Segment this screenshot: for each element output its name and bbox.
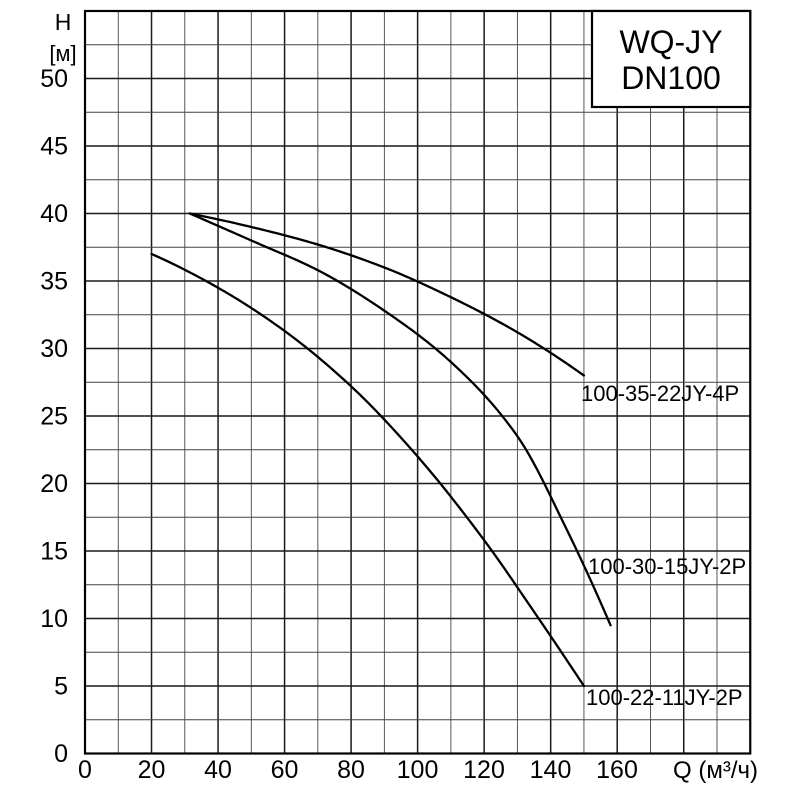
svg-text:DN100: DN100 — [621, 60, 721, 96]
svg-text:60: 60 — [271, 756, 299, 784]
svg-text:20: 20 — [40, 470, 68, 498]
svg-text:120: 120 — [463, 756, 505, 784]
svg-text:25: 25 — [40, 403, 68, 431]
svg-text:0: 0 — [78, 756, 92, 784]
svg-text:15: 15 — [40, 538, 68, 566]
svg-text:5: 5 — [54, 673, 68, 701]
svg-text:100: 100 — [397, 756, 439, 784]
svg-text:Q (м³/ч): Q (м³/ч) — [673, 757, 758, 784]
svg-text:160: 160 — [596, 756, 638, 784]
svg-text:10: 10 — [40, 605, 68, 633]
svg-text:100-22-11JY-2P: 100-22-11JY-2P — [586, 685, 743, 710]
svg-text:50: 50 — [40, 65, 68, 93]
svg-text:140: 140 — [530, 756, 572, 784]
svg-text:100-30-15JY-2P: 100-30-15JY-2P — [588, 554, 746, 579]
svg-text:40: 40 — [40, 200, 68, 228]
svg-text:WQ-JY: WQ-JY — [619, 24, 722, 60]
svg-text:20: 20 — [138, 756, 166, 784]
svg-text:45: 45 — [40, 133, 68, 161]
svg-text:35: 35 — [40, 268, 68, 296]
svg-text:80: 80 — [337, 756, 365, 784]
svg-text:[м]: [м] — [49, 41, 76, 66]
svg-text:30: 30 — [40, 335, 68, 363]
svg-text:40: 40 — [204, 756, 232, 784]
svg-text:H: H — [55, 9, 72, 35]
svg-text:100-35-22JY-4P: 100-35-22JY-4P — [581, 381, 739, 406]
svg-text:0: 0 — [54, 740, 68, 768]
